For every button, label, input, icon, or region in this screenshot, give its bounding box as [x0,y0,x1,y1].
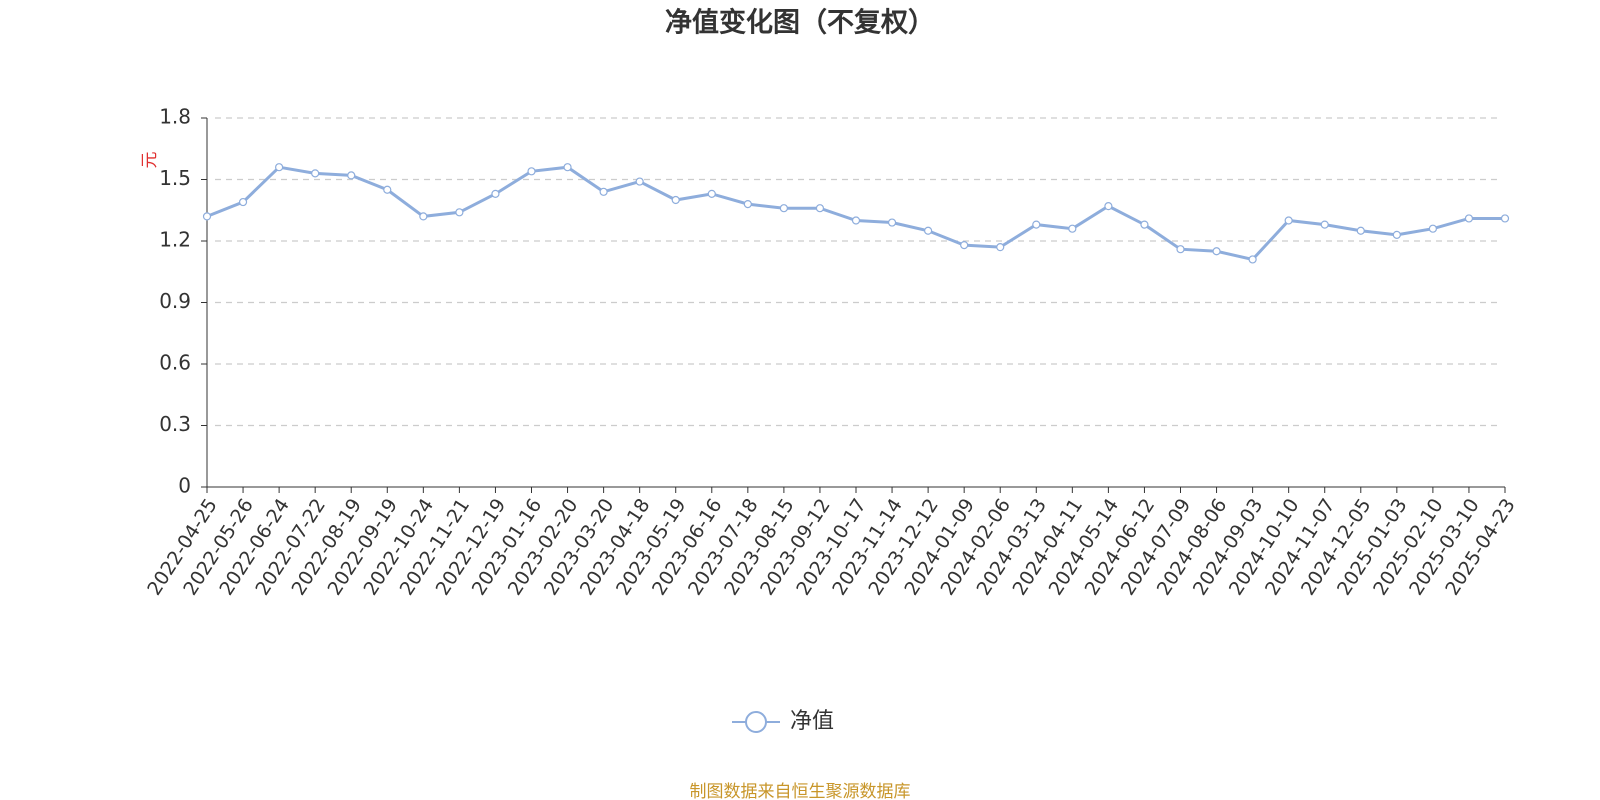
source-note: 制图数据来自恒生聚源数据库 [690,782,911,800]
data-point [1392,230,1401,239]
data-point [996,243,1005,252]
data-point [1356,226,1365,235]
y-tick-label: 1.8 [159,105,191,129]
legend-label: 净值 [790,709,834,734]
data-point [1284,216,1293,225]
data-point [1464,214,1474,223]
data-point [599,187,608,196]
y-tick-label: 1.2 [159,228,191,252]
y-tick-label: 1.5 [159,166,191,190]
data-point [1320,220,1329,229]
data-point [202,212,212,221]
data-point [1212,247,1221,256]
data-point [1032,220,1041,229]
data-point [707,189,716,198]
data-point [851,216,861,225]
data-point [311,169,320,178]
data-point [779,204,788,213]
y-tick-label: 0.9 [159,289,191,313]
data-point [527,167,536,176]
y-tick-label: 0.3 [159,412,191,436]
data-point [887,218,897,227]
data-point [1428,224,1437,233]
data-line [206,165,1505,262]
data-point [815,204,825,213]
chart-title: 净值变化图（不复权） [665,7,935,39]
data-point [743,200,752,209]
y-tick-label: 0 [178,474,191,498]
data-point [924,226,933,235]
data-point [383,185,392,194]
y-axis-label: 元 [140,152,160,169]
data-point [563,163,572,172]
data-point [455,208,464,217]
data-point [419,212,428,221]
data-point [1140,220,1149,229]
data-point [275,163,284,172]
y-tick-label: 0.6 [159,351,191,375]
data-point [1068,224,1077,233]
data-point [347,171,356,180]
data-point [1104,202,1113,211]
data-point [1176,245,1185,254]
data-point [635,177,644,186]
data-point [491,189,500,198]
data-point [238,197,248,207]
data-point [1248,255,1257,264]
data-point [1500,214,1510,223]
data-point [671,195,680,205]
data-point [960,241,969,250]
legend-marker [745,711,767,733]
